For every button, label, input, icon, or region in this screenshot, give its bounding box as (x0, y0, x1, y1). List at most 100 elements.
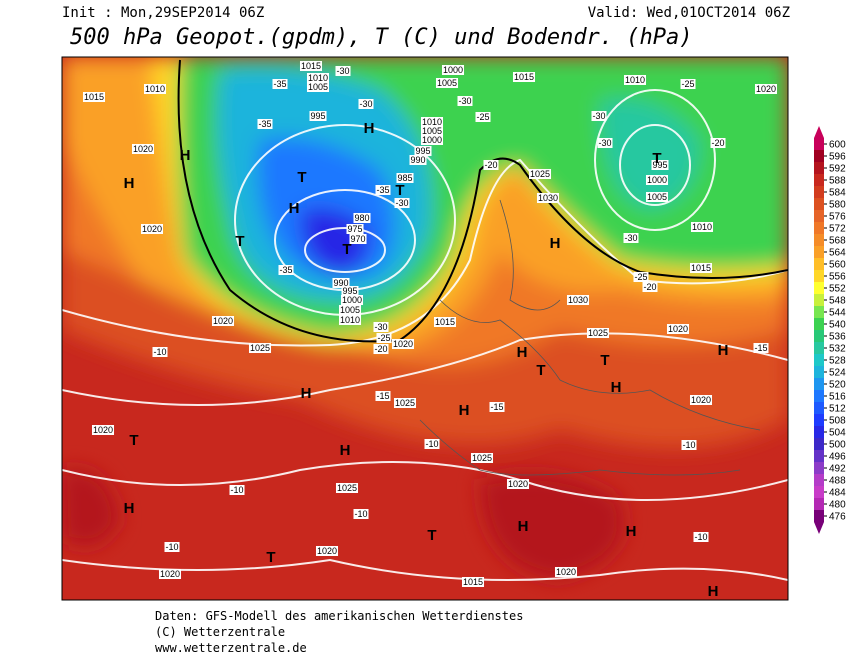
map-title: 500 hPa Geopot.(gpdm), T (C) und Bodendr… (70, 25, 693, 50)
isobar-label: 990 (333, 278, 348, 288)
isobar-label-box (353, 213, 371, 223)
temperature-label-box (633, 272, 649, 282)
isobar-label-box (420, 126, 444, 136)
isobar-label: 1020 (213, 316, 233, 326)
isobar-label: 995 (310, 111, 325, 121)
isobar-label-box (690, 222, 714, 232)
isobar-label-box (393, 398, 417, 408)
colorbar-cell (814, 426, 824, 438)
isobar-label: 1030 (568, 295, 588, 305)
temperature-label: -30 (592, 111, 605, 121)
isobar-label-box (441, 65, 465, 75)
isobar-label-box (211, 316, 235, 326)
isobar-label: 995 (652, 160, 667, 170)
isobar-label-box (414, 146, 432, 156)
temperature-label: -25 (681, 79, 694, 89)
colorbar-cell (814, 450, 824, 462)
temperature-label: -30 (458, 96, 471, 106)
footer-url: www.wetterzentrale.de (155, 641, 307, 655)
isobar-label: 995 (342, 286, 357, 296)
isobar-label: 1015 (514, 72, 534, 82)
isobar-label-box (332, 278, 350, 288)
isobar-label: 1020 (317, 546, 337, 556)
colorbar-label: 540 (829, 320, 846, 331)
pressure-center: H (124, 500, 135, 517)
colorbar-label: 516 (829, 392, 846, 403)
colorbar-label: 552 (829, 284, 846, 295)
colorbar-cell (814, 318, 824, 330)
colorbar-cell (814, 258, 824, 270)
temperature-label-box (623, 233, 639, 243)
temperature-label: -30 (336, 66, 349, 76)
temperature-label: -30 (598, 138, 611, 148)
isobar-label-box (689, 395, 713, 405)
colorbar-cell (814, 486, 824, 498)
temperature-label: -10 (230, 485, 243, 495)
colorbar-cell (814, 186, 824, 198)
isobar-label: 985 (397, 173, 412, 183)
isobar-label-box (335, 483, 359, 493)
pressure-center: H (180, 147, 191, 164)
isobar-label: 1025 (395, 398, 415, 408)
isobar-label-box (299, 61, 323, 71)
colorbar-cell (814, 138, 824, 150)
temperature-label-box (278, 265, 294, 275)
pressure-center: H (364, 120, 375, 137)
isobar-label: 1010 (145, 84, 165, 94)
isobar-label: 975 (347, 224, 362, 234)
isobar-label-box (754, 84, 778, 94)
colorbar-cell (814, 354, 824, 366)
temperature-label-box (681, 440, 697, 450)
pressure-center: H (517, 344, 528, 361)
isobar-label-box (623, 75, 647, 85)
temperature-label-box (680, 79, 696, 89)
colorbar-label: 548 (829, 296, 846, 307)
isobar-label: 1015 (691, 263, 711, 273)
temperature-label-box (375, 185, 391, 195)
isobar-label-box (645, 175, 669, 185)
colorbar-label: 596 (829, 152, 846, 163)
temperature-label-box (335, 66, 351, 76)
colorbar-label: 588 (829, 176, 846, 187)
isobar-label-box (689, 263, 713, 273)
colorbar-cell (814, 330, 824, 342)
temperature-label: -10 (425, 439, 438, 449)
isobar-label: 970 (350, 234, 365, 244)
isobar-label: 980 (354, 213, 369, 223)
isobar-label-box (586, 328, 610, 338)
colorbar-cell (814, 174, 824, 186)
isobar-label-box (338, 315, 362, 325)
temperature-label-box (373, 322, 389, 332)
isobar-label: 1020 (556, 567, 576, 577)
colorbar-top-arrow (814, 126, 824, 138)
temperature-label: -20 (643, 282, 656, 292)
isobar-label-box (306, 82, 330, 92)
colorbar-label: 520 (829, 380, 846, 391)
isobar-label: 1015 (435, 317, 455, 327)
temperature-label: -25 (634, 272, 647, 282)
colorbar-label: 488 (829, 476, 846, 487)
temperature-label: -30 (374, 322, 387, 332)
map-frame (61, 56, 789, 601)
temperature-label-box (257, 119, 273, 129)
isobar-label-box (651, 160, 669, 170)
pressure-center: T (395, 182, 404, 199)
isobar-label-box (306, 73, 330, 83)
pressure-center: H (518, 518, 529, 535)
colorbar-cell (814, 378, 824, 390)
colorbar-label: 568 (829, 236, 846, 247)
isobar-label: 1020 (756, 84, 776, 94)
isobar-label-box (315, 546, 339, 556)
isobar-label-box (470, 453, 494, 463)
colorbar-cell (814, 150, 824, 162)
isobar-label-box (645, 192, 669, 202)
temperature-label-box (272, 79, 288, 89)
temperature-label: -15 (376, 391, 389, 401)
colorbar-cell (814, 246, 824, 258)
temperature-label-box (457, 96, 473, 106)
isobar-label-box (143, 84, 167, 94)
colorbar-cell (814, 342, 824, 354)
isobar-label-box (309, 111, 327, 121)
temperature-label: -20 (484, 160, 497, 170)
